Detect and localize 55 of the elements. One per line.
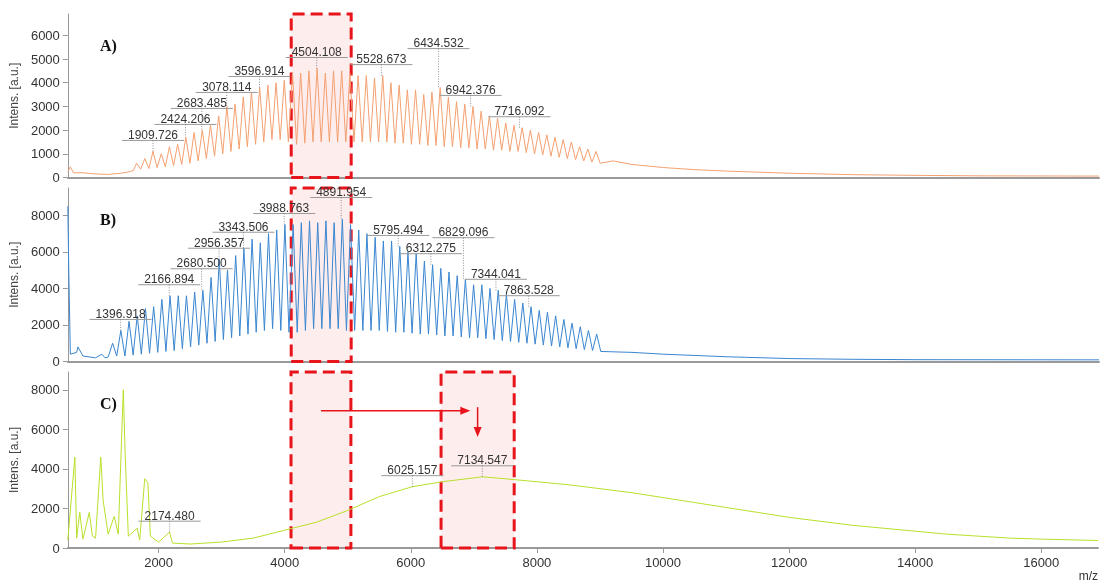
y-tick-label: 2000: [30, 317, 60, 333]
x-tick-label: 6000: [396, 555, 426, 570]
annotation: 1909.726: [127, 127, 179, 142]
annotation: 6829.096: [438, 225, 489, 240]
text: C): [100, 394, 117, 413]
x-tick-label: 10000: [644, 555, 682, 570]
y-tick-label: 4000: [30, 75, 60, 91]
x-tick-label: 14000: [897, 555, 934, 570]
text: A): [100, 36, 117, 55]
x-tick-label: 8000: [522, 555, 552, 570]
y-tick-label: 0: [52, 540, 60, 556]
y-tick-label: 0: [52, 354, 60, 369]
annotation: 6312.275: [405, 241, 457, 256]
y-tick-label: 0: [52, 170, 60, 185]
annotation: 5795.494: [373, 222, 424, 237]
annotation: 7716.092: [494, 104, 545, 119]
annotation: 4891.954: [316, 185, 367, 200]
y-tick-label: 3000: [30, 98, 60, 114]
y-tick-label: 8000: [30, 382, 60, 398]
annotation: 1396.918: [95, 306, 146, 321]
y-axis-title: Intens. [a.u.]: [7, 241, 21, 308]
x-axis-title: m/z: [1078, 569, 1098, 582]
x-tick-label: 16000: [1023, 555, 1060, 570]
annotation: 7344.041: [470, 266, 522, 281]
y-tick-label: 5000: [30, 51, 60, 67]
y-tick-label: 2000: [30, 500, 60, 516]
y-tick-label: 2000: [30, 122, 60, 138]
annotation: 7863.528: [503, 283, 555, 298]
y-tick-label: 4000: [30, 461, 60, 477]
annotation: 2683.485: [176, 95, 228, 110]
annotation: 3343.506: [218, 219, 269, 234]
annotation: 3078.114: [202, 79, 252, 94]
annotation: 3596.914: [234, 63, 285, 78]
annotation: 6942.376: [445, 82, 496, 97]
y-tick-label: 6000: [30, 244, 60, 260]
y-tick-label: 6000: [30, 421, 60, 437]
annotation: 2424.206: [160, 111, 211, 126]
y-tick-label: 6000: [30, 27, 60, 43]
annotation: 5528.673: [356, 52, 407, 67]
text: B): [100, 210, 116, 229]
y-tick-label: 4000: [30, 280, 60, 296]
annotation: 2956.357: [194, 235, 245, 250]
y-tick-label: 1000: [30, 146, 60, 162]
x-tick-label: 2000: [144, 555, 174, 570]
x-tick-label: 12000: [770, 555, 808, 570]
annotation: 2166.894: [144, 272, 195, 287]
annotation: 4504.108: [291, 45, 343, 59]
line-series: [67, 389, 1099, 545]
annotation: 7134.547: [457, 453, 508, 468]
annotation: 6025.157: [387, 463, 438, 478]
x-tick-label: 4000: [270, 555, 300, 570]
y-tick-label: 8000: [30, 207, 60, 223]
y-axis-title: Intens. [a.u.]: [7, 62, 21, 129]
annotation: 6434.532: [413, 36, 464, 51]
y-axis-title: Intens. [a.u.]: [7, 426, 21, 494]
